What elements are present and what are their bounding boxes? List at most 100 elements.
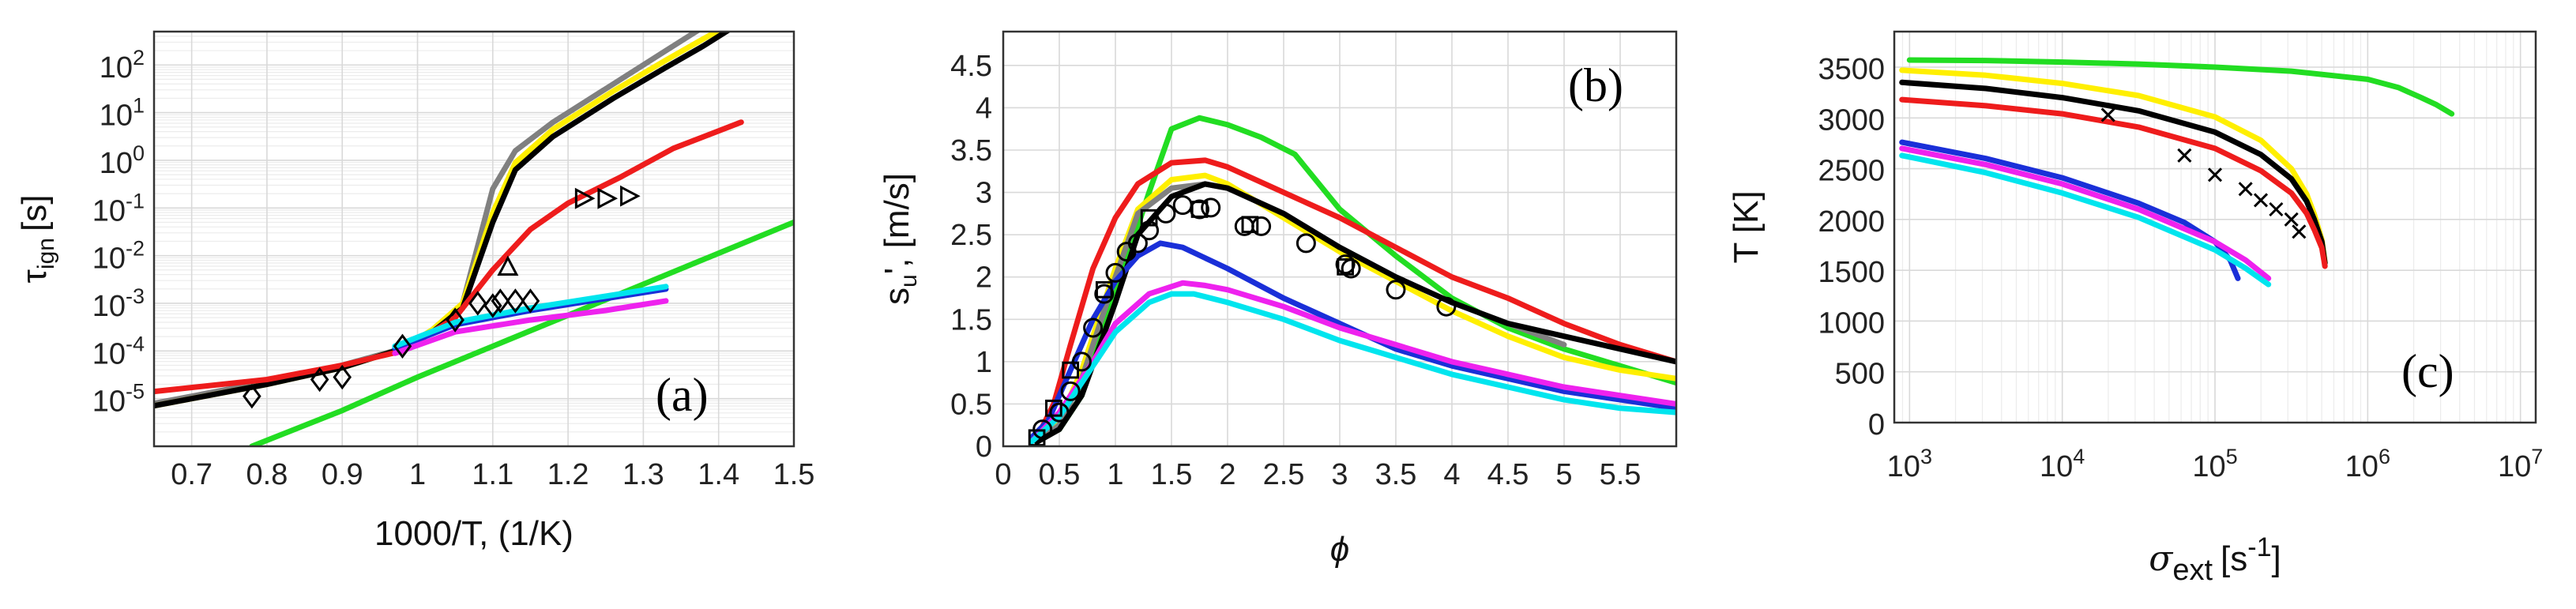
panel-b-marker-square [1337,258,1354,276]
panel-a-series-cyan [392,284,669,349]
panel-c-x-tick-label: 104 [2040,445,2085,483]
panel-a-y-label-main: τ [15,269,54,283]
panel-a-y-tick-label: 102 [100,46,145,85]
panel-a-x-tick-label: 1.4 [698,458,739,491]
panel-a-marker-diamond [446,307,464,333]
panel-a-marker-diamond [468,291,487,316]
panel-a-x-tick-label: 0.9 [322,458,363,491]
panel-a-x-tick-label: 1.3 [622,458,664,491]
panel-a-grid [154,31,795,447]
panel-a-marker-triangle-right [574,187,596,209]
panel-c-marker-x [2177,148,2192,163]
panel-a-marker-diamond [310,367,329,393]
panel-b-marker-circle [1172,195,1193,216]
panel-b-marker-square [1045,399,1062,417]
panel-a-markers [243,185,641,409]
panel-a-label: (a) [656,369,709,421]
panel-c-series-red [1899,96,2328,269]
panel-b-x-tick-label: 1 [1107,458,1123,491]
panel-c-y-axis-label: T [K] [1727,190,1766,263]
panel-a-marker-diamond [243,383,261,409]
panel-a-marker-diamond [393,333,412,359]
panel-b-y-tick-label: 2 [976,261,992,295]
panel-a-y-tick-label: 10-3 [92,284,145,323]
panel-a-y-label-sub: ign [33,238,59,269]
panel-a-y-tick-label: 100 [100,141,145,180]
panel-a-x-ticks: 0.7 0.8 0.9 1 1.1 1.2 1.3 1.4 1.5 [171,458,814,491]
panel-b-x-tick-label: 0.5 [1039,458,1081,491]
panel-c-y-tick-label: 2500 [1818,155,1885,188]
panel-c-series-cyan [1899,152,2272,288]
panel-b-marker-circle [1201,197,1221,218]
panel-b-series-magenta [1029,280,1676,445]
panel-b-marker-circle [1296,233,1316,254]
panel-c-marker-x [2100,107,2115,122]
panel-a-y-tick-label: 10-2 [92,237,145,276]
panel-a-marker-diamond [483,293,502,318]
panel-b-marker-circle [1127,233,1148,254]
panel-b-x-ticks: 0 0.5 1 1.5 2 2.5 3 3.5 4 4.5 5 5.5 [995,458,1641,491]
panel-b-x-tick-label: 5 [1555,458,1572,491]
panel-b-y-label-sub: u [896,274,922,288]
panel-b-marker-circle [1335,254,1356,275]
panel-c-y-tick-label: 0 [1868,408,1885,442]
panel-b-y-axis-label: su', [m/s] [878,173,922,305]
panel-c-marker-x [2207,167,2223,182]
panel-a-series-red [154,119,744,395]
panel-c-y-tick-label: 500 [1835,358,1885,391]
panel-b-y-tick-label: 0.5 [950,388,992,421]
panel-a-x-tick-label: 1.2 [547,458,589,491]
panel-b-x-axis-label: ϕ [1330,530,1349,569]
panel-c-y-tick-label: 3500 [1818,53,1885,86]
panel-c-marker-x [2292,224,2307,239]
panel-b-marker-circle [1386,280,1406,300]
panel-a-marker-triangle-right [597,187,619,209]
panel-b-series-cyan [1029,291,1676,445]
panel-c-y-tick-label: 3000 [1818,103,1885,137]
panel-a-marker-triangle-right [620,185,641,207]
panel-b-marker-square [1095,280,1113,299]
panel-c-x-label-close: ] [2271,539,2281,578]
panel-a-x-tick-label: 1 [409,458,426,491]
panel-a-marker-triangle-up [497,255,519,276]
panel-b-markers [1028,195,1457,446]
panel-b-marker-circle [1105,262,1126,283]
panel-b-marker-circle [1094,284,1115,304]
panel-b-y-tick-label: 4.5 [950,50,992,83]
panel-c-x-tick-label: 106 [2345,445,2390,483]
panel-c-series-blue [1899,139,2241,281]
panel-b-flame-speed: 0 0.5 1 1.5 2 2.5 3 3.5 4 4.5 5 5.5 0 0.5 1 1.5 2 2.5 3 3.… [878,30,1678,569]
panel-c-x-tick-label: 107 [2498,445,2543,483]
panel-b-y-tick-label: 1 [976,346,992,379]
panel-a-y-tick-label: 101 [100,94,145,133]
panel-b-y-tick-label: 2.5 [950,219,992,252]
panel-a-marker-diamond [491,288,510,314]
panel-c-x-tick-label: 103 [1887,445,1932,483]
panel-c-x-axis-label: σext [s-1] [2149,532,2281,587]
panel-b-x-tick-label: 0 [995,458,1011,491]
panel-c-x-label-exp: -1 [2247,532,2271,562]
panel-a-y-tick-label: 10-1 [92,189,145,227]
panel-b-y-label-main: s [878,288,916,305]
panel-b-label: (b) [1568,59,1623,111]
panel-b-marker-square [1140,209,1158,227]
panel-b-marker-square [1062,361,1080,379]
panel-c-series-green [1906,57,2455,117]
panel-b-x-tick-label: 2 [1219,458,1235,491]
panel-b-marker-circle [1251,216,1272,236]
panel-a-y-axis-label: τign [s] [15,195,59,284]
panel-b-marker-circle [1049,402,1070,423]
panel-a-x-tick-label: 1.5 [773,458,815,491]
panel-c-marker-x [2238,182,2253,197]
panel-b-x-tick-label: 2.5 [1263,458,1305,491]
panel-c-x-ticks: 103 104 105 106 107 [1887,445,2544,483]
panel-b-marker-circle [1190,199,1209,220]
panel-a-series-magenta [392,298,669,356]
panel-b-marker-square [1028,429,1046,446]
panel-a-y-ticks: 10-5 10-4 10-3 10-2 10-1 100 101 102 [92,46,145,418]
panel-b-y-tick-label: 3.5 [950,134,992,167]
panel-c-y-tick-label: 1500 [1818,256,1885,289]
panel-c-series-black [1899,79,2328,266]
panel-a-x-tick-label: 1.1 [472,458,513,491]
panel-c-series [1899,57,2455,288]
